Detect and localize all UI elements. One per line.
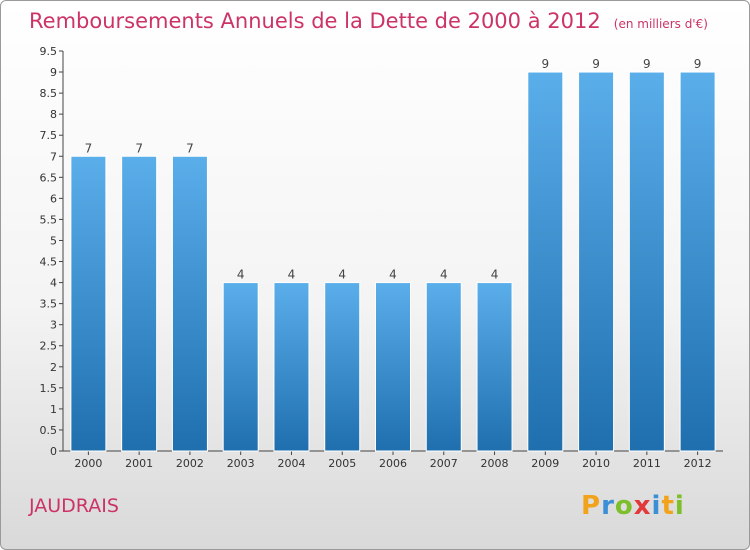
x-tick-label-2000: 2000 — [74, 457, 102, 470]
data-label-2010: 9 — [592, 57, 600, 71]
x-tick-label-2002: 2002 — [176, 457, 204, 470]
bar-2001 — [121, 155, 158, 452]
bars — [70, 71, 716, 452]
bar-2009 — [527, 71, 564, 452]
data-labels: 7 7 7 4 4 4 4 4 4 9 9 9 9 — [85, 57, 702, 282]
logo-letter: i — [674, 491, 685, 521]
bar-2003 — [222, 282, 259, 452]
bar-2006 — [375, 282, 411, 452]
x-tick-label-2011: 2011 — [633, 457, 661, 470]
bar-2010 — [578, 71, 615, 452]
logo-letter: t — [661, 491, 675, 521]
bar-2012 — [679, 71, 716, 452]
x-tick-label-2001: 2001 — [125, 457, 153, 470]
y-tick-label: 9.5 — [40, 45, 58, 58]
data-label-2001: 7 — [135, 141, 143, 155]
data-label-2009: 9 — [541, 57, 549, 71]
data-label-2000: 7 — [85, 141, 93, 155]
y-tick-label: 3.5 — [40, 298, 58, 311]
y-tick-label: 6 — [50, 192, 57, 205]
y-tick-label: 1 — [50, 403, 57, 416]
y-tick-label: 5 — [50, 234, 57, 247]
y-tick-label: 4 — [50, 277, 57, 290]
y-tick-label: 1.5 — [40, 382, 58, 395]
axes: 0 0.5 1 1.5 2 2.5 3 3.5 4 4.5 5 5.5 6 6.5 7 7.5 8 8.5 9 9.5… — [40, 45, 723, 470]
data-label-2006: 4 — [389, 268, 397, 282]
x-tick-label-2012: 2012 — [684, 457, 712, 470]
data-label-2003: 4 — [237, 268, 245, 282]
x-tick-label-2006: 2006 — [379, 457, 407, 470]
y-tick-label: 8.5 — [40, 87, 58, 100]
y-tick-label: 2 — [50, 361, 57, 374]
y-tick-label: 7.5 — [40, 129, 58, 142]
y-tick-label: 3 — [50, 319, 57, 332]
bar-2000 — [70, 155, 107, 452]
data-label-2005: 4 — [338, 268, 346, 282]
x-tick-label-2005: 2005 — [328, 457, 356, 470]
bar-2005 — [324, 282, 361, 452]
x-tick-label-2010: 2010 — [582, 457, 610, 470]
data-label-2004: 4 — [288, 268, 296, 282]
y-tick-label: 9 — [50, 66, 57, 79]
data-label-2012: 9 — [694, 57, 702, 71]
data-label-2008: 4 — [491, 268, 499, 282]
y-tick-label: 4.5 — [40, 256, 58, 269]
logo-letter: o — [614, 491, 634, 521]
commune-name: JAUDRAIS — [29, 495, 119, 517]
data-label-2011: 9 — [643, 57, 651, 71]
x-tick-label-2009: 2009 — [531, 457, 559, 470]
bar-2008 — [476, 282, 513, 452]
x-tick-label-2003: 2003 — [227, 457, 255, 470]
proxiti-logo: Proxiti — [581, 491, 685, 521]
bar-2002 — [171, 155, 208, 452]
bar-2004 — [273, 282, 310, 452]
data-label-2002: 7 — [186, 141, 194, 155]
y-tick-label: 0 — [50, 445, 57, 458]
title-row: Remboursements Annuels de la Dette de 20… — [29, 9, 708, 33]
logo-letter: x — [633, 491, 652, 521]
x-tick-label-2008: 2008 — [481, 457, 509, 470]
logo-letter: r — [601, 491, 615, 521]
x-tick-label-2004: 2004 — [277, 457, 305, 470]
y-tick-label: 2.5 — [40, 340, 58, 353]
bar-2007 — [425, 282, 462, 452]
y-tick-label: 8 — [50, 108, 57, 121]
data-label-2007: 4 — [440, 268, 448, 282]
bar-2011 — [628, 71, 665, 452]
y-tick-label: 6.5 — [40, 171, 58, 184]
y-tick-label: 7 — [50, 150, 57, 163]
logo-letter: P — [581, 491, 602, 521]
chart-title: Remboursements Annuels de la Dette de 20… — [29, 9, 601, 33]
y-tick-label: 5.5 — [40, 213, 58, 226]
chart-unit: (en milliers d'€) — [613, 17, 708, 31]
logo-letter: i — [651, 491, 662, 521]
x-tick-label-2007: 2007 — [430, 457, 458, 470]
y-tick-label: 0.5 — [40, 424, 58, 437]
